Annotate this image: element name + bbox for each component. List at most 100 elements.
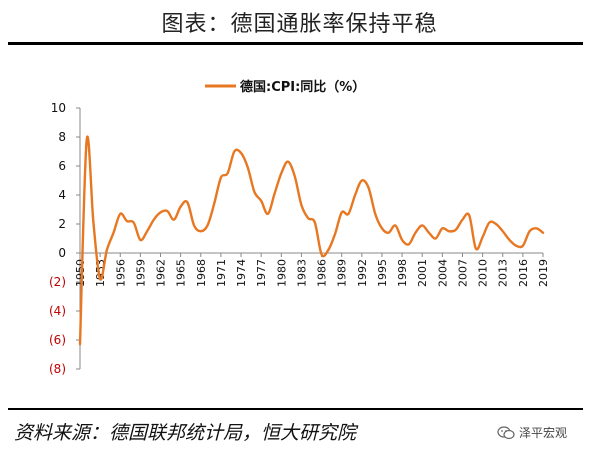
x-tick-label: 1962 bbox=[155, 259, 168, 287]
data-point-1991 bbox=[354, 194, 356, 196]
data-point-1961 bbox=[153, 218, 155, 220]
data-point-1974 bbox=[240, 152, 242, 154]
data-point-1993 bbox=[367, 187, 369, 189]
y-tick-label: 2 bbox=[58, 217, 66, 231]
source-divider bbox=[8, 408, 583, 410]
legend: 德国:CPI:同比（%） bbox=[205, 79, 365, 95]
data-point-1979 bbox=[273, 192, 275, 194]
x-tick-label: 1980 bbox=[275, 259, 288, 287]
data-point-1958 bbox=[132, 221, 134, 223]
data-point-2018 bbox=[535, 227, 537, 229]
title-divider bbox=[8, 42, 583, 45]
data-point-2005 bbox=[448, 230, 450, 232]
x-tick-label: 2019 bbox=[537, 259, 550, 287]
x-tick-label: 1986 bbox=[316, 259, 329, 287]
x-tick-label: 2001 bbox=[416, 259, 429, 287]
data-point-1992 bbox=[361, 179, 363, 181]
x-tick-label: 1983 bbox=[295, 259, 308, 287]
data-point-1998 bbox=[401, 239, 403, 241]
data-point-1982 bbox=[294, 175, 296, 177]
data-point-1960 bbox=[146, 230, 148, 232]
x-tick-label: 1977 bbox=[255, 259, 268, 287]
x-tick-label: 1998 bbox=[396, 259, 409, 287]
x-tick-label: 1956 bbox=[114, 259, 127, 287]
data-point-1997 bbox=[394, 224, 396, 226]
data-point-1980 bbox=[280, 172, 282, 174]
data-point-2010 bbox=[481, 236, 483, 238]
data-point-1971 bbox=[220, 176, 222, 178]
data-point-1950 bbox=[79, 343, 81, 345]
x-tick-label: 2010 bbox=[477, 259, 490, 287]
x-tick-label: 1992 bbox=[356, 259, 369, 287]
data-point-2002 bbox=[428, 232, 430, 234]
y-tick-label: (4) bbox=[49, 304, 66, 318]
data-point-1953 bbox=[99, 278, 101, 280]
x-tick-label: 2007 bbox=[456, 259, 469, 287]
data-point-1983 bbox=[300, 204, 302, 206]
data-point-1970 bbox=[213, 203, 215, 205]
source-note: 资料来源：德国联邦统计局，恒大研究院 bbox=[14, 422, 357, 444]
data-point-1954 bbox=[106, 249, 108, 251]
x-tick-label: 1995 bbox=[376, 259, 389, 287]
data-point-1972 bbox=[226, 172, 228, 174]
data-point-1989 bbox=[340, 211, 342, 213]
page-title: 图表：德国通胀率保持平稳 bbox=[161, 12, 438, 37]
data-point-2013 bbox=[502, 230, 504, 232]
data-point-1994 bbox=[374, 213, 376, 215]
data-point-2011 bbox=[488, 221, 490, 223]
x-tick-label: 2013 bbox=[497, 259, 510, 287]
y-tick-label: 0 bbox=[58, 246, 66, 260]
data-point-1968 bbox=[200, 230, 202, 232]
data-point-1996 bbox=[387, 232, 389, 234]
data-point-1957 bbox=[126, 220, 128, 222]
data-point-2016 bbox=[522, 245, 524, 247]
x-tick-label: 1989 bbox=[336, 259, 349, 287]
data-point-1986 bbox=[320, 253, 322, 255]
data-point-2014 bbox=[508, 239, 510, 241]
data-point-1956 bbox=[119, 213, 121, 215]
data-point-1964 bbox=[173, 218, 175, 220]
data-point-2000 bbox=[414, 232, 416, 234]
data-point-1952 bbox=[92, 221, 94, 223]
y-tick-label: 10 bbox=[51, 101, 66, 115]
data-point-2012 bbox=[495, 223, 497, 225]
x-tick-label: 1950 bbox=[74, 259, 87, 287]
data-point-1985 bbox=[314, 221, 316, 223]
y-tick-label: (6) bbox=[49, 333, 66, 347]
y-axis: 10 8 6 4 2 0 (2) (4) (6) (8) bbox=[49, 101, 81, 376]
data-point-2004 bbox=[441, 227, 443, 229]
data-point-1967 bbox=[193, 224, 195, 226]
x-tick-label: 1968 bbox=[195, 259, 208, 287]
data-point-1978 bbox=[267, 213, 269, 215]
data-point-1999 bbox=[408, 243, 410, 245]
data-point-2019 bbox=[542, 232, 544, 234]
data-point-1995 bbox=[381, 227, 383, 229]
data-point-2009 bbox=[475, 247, 477, 249]
data-point-1962 bbox=[159, 211, 161, 213]
data-point-1951 bbox=[86, 139, 88, 141]
data-point-2008 bbox=[468, 214, 470, 216]
wechat-icon bbox=[497, 425, 515, 439]
data-point-1987 bbox=[327, 249, 329, 251]
data-point-1977 bbox=[260, 200, 262, 202]
data-point-1984 bbox=[307, 217, 309, 219]
y-tick-label: (8) bbox=[49, 362, 66, 376]
y-tick-label: 8 bbox=[58, 130, 66, 144]
watermark: 泽平宏观 bbox=[497, 424, 567, 441]
data-point-1955 bbox=[112, 232, 114, 234]
data-point-1965 bbox=[179, 205, 181, 207]
data-point-1963 bbox=[166, 210, 168, 212]
y-tick-label: 4 bbox=[58, 188, 66, 202]
data-point-1975 bbox=[247, 166, 249, 168]
legend-label: 德国:CPI:同比（%） bbox=[240, 79, 365, 95]
x-tick-label: 1965 bbox=[175, 259, 188, 287]
data-point-2001 bbox=[421, 224, 423, 226]
x-tick-label: 2016 bbox=[517, 259, 530, 287]
data-point-2003 bbox=[434, 237, 436, 239]
data-point-1973 bbox=[233, 150, 235, 152]
x-axis: 1950 1953 1956 1959 1962 1965 1968 1971 1974 1977… bbox=[74, 252, 550, 287]
y-tick-label: (2) bbox=[49, 275, 66, 289]
x-tick-label: 1959 bbox=[134, 259, 147, 287]
x-tick-label: 1974 bbox=[235, 259, 248, 287]
